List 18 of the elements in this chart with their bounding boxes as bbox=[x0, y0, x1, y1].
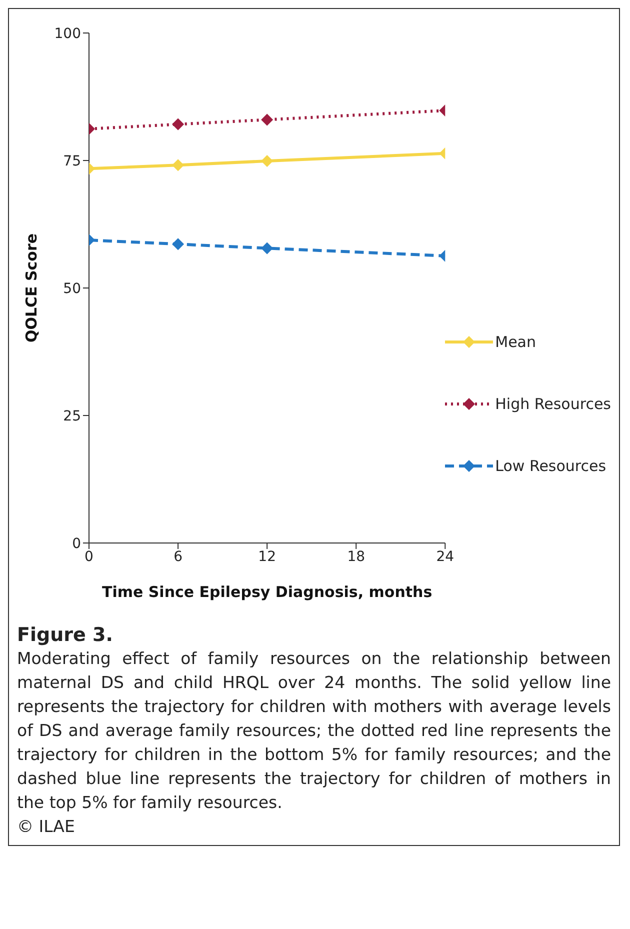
x-axis-title: Time Since Epilepsy Diagnosis, months bbox=[102, 583, 432, 601]
y-tick-label: 0 bbox=[72, 536, 81, 552]
x-tick-label: 18 bbox=[347, 548, 366, 565]
y-tick-label: 100 bbox=[54, 26, 81, 42]
y-tick-label: 50 bbox=[63, 280, 81, 297]
y-tick-label: 25 bbox=[63, 408, 81, 424]
x-tick-label: 12 bbox=[258, 548, 276, 565]
legend-label: High Resources bbox=[495, 395, 611, 413]
text: © ILAE bbox=[17, 816, 76, 838]
legend-label: Low Resources bbox=[495, 457, 606, 475]
y-tick-label: 75 bbox=[63, 153, 81, 170]
x-tick-label: 24 bbox=[436, 548, 454, 565]
text: Figure 3. bbox=[17, 623, 114, 647]
x-tick-label: 6 bbox=[174, 548, 183, 565]
x-tick-label: 0 bbox=[84, 548, 94, 565]
text: Moderating effect of family resources on the relationship between maternal DS and child HRQL over 24 months. The solid yellow line represents the trajectory for children with mothers with average levels of DS and average family resources; the dotted red line represents the trajectory for children in the bottom 5% for family resources; and the dashed blue line represents the trajectory for children of mothers in the top 5% for family resources. bbox=[17, 648, 611, 814]
y-axis-title: QOLCE Score bbox=[22, 233, 40, 343]
legend-label: Mean bbox=[495, 333, 536, 351]
